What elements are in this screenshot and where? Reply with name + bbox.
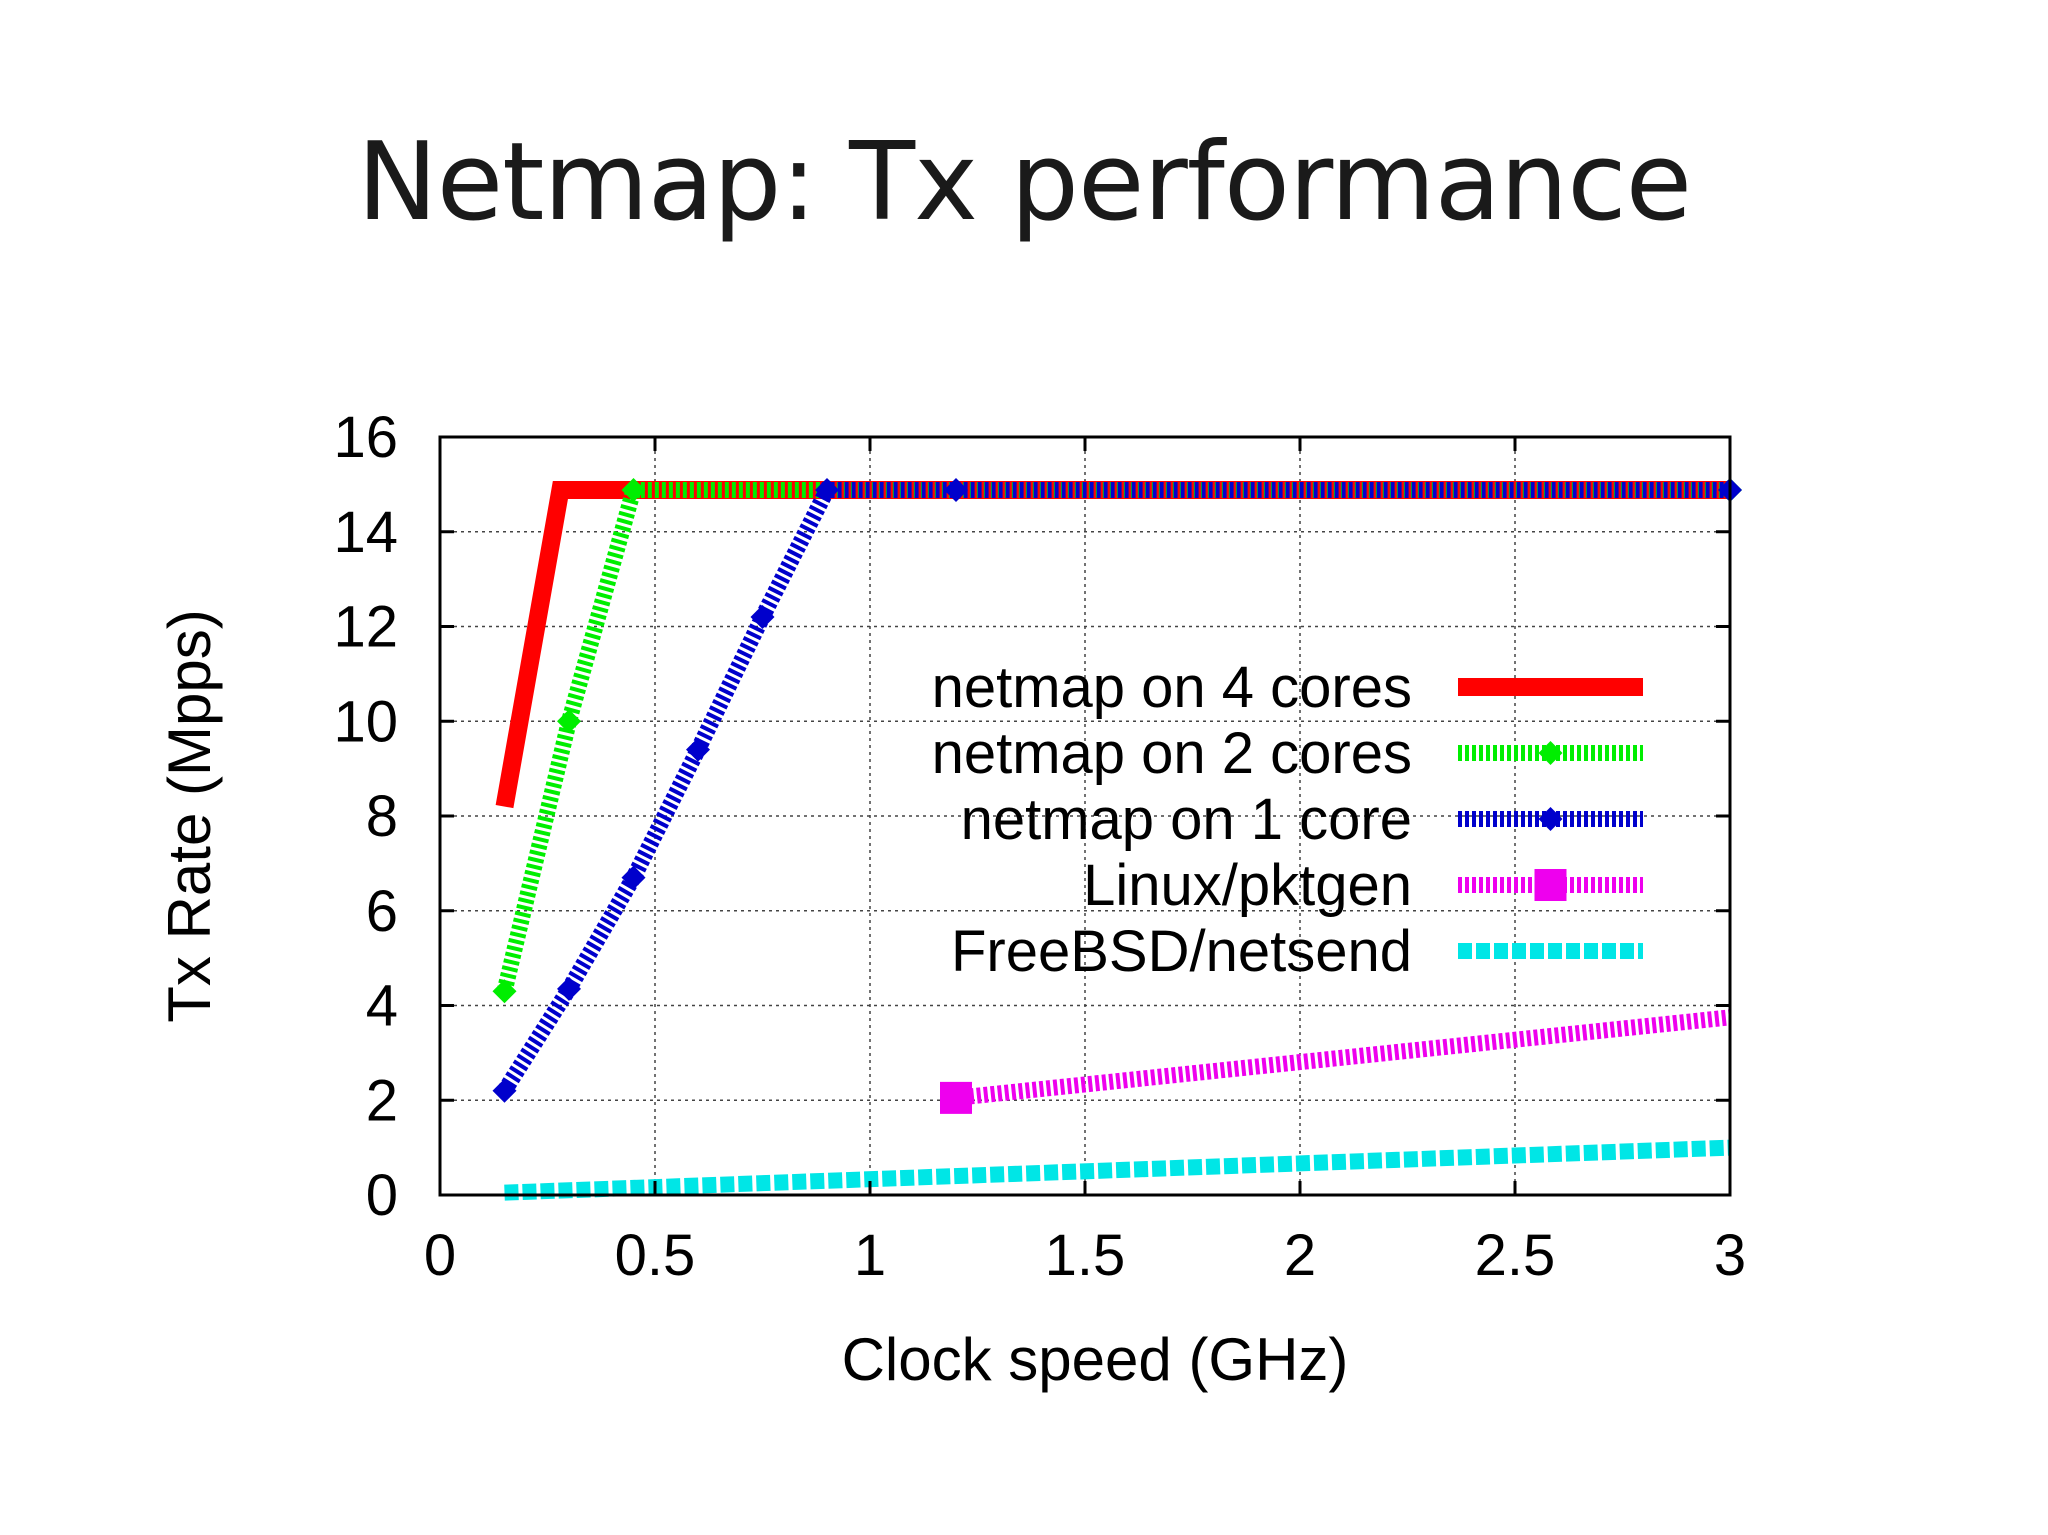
y-tick-label: 8 [366, 784, 398, 849]
series-0 [495, 481, 1730, 809]
legend-label: Linux/pktgen [1083, 853, 1412, 918]
data-point-marker [621, 865, 646, 890]
x-tick-label: 0.5 [615, 1223, 696, 1288]
series-2 [492, 478, 1742, 1103]
y-axis-title: Tx Rate (Mpps) [156, 609, 223, 1022]
series-line [955, 1009, 1731, 1106]
series-line [504, 1139, 1731, 1201]
data-point-marker [750, 605, 775, 630]
tick-labels: 0 2 4 6 8 10 12 14 16 0 0.5 1 1.5 2 2.5 3 [333, 405, 1746, 1288]
data-point-marker [492, 979, 517, 1004]
legend-label: netmap on 1 core [961, 787, 1412, 852]
data-point-marker [1538, 741, 1563, 765]
data-point-marker [557, 976, 581, 1001]
x-tick-label: 2.5 [1475, 1223, 1556, 1288]
y-tick-label: 16 [333, 405, 398, 470]
series-4 [504, 1139, 1731, 1201]
y-tick-label: 6 [366, 879, 398, 944]
legend-label: netmap on 2 cores [932, 721, 1412, 786]
series-line [497, 482, 1730, 1096]
data-point-marker [1538, 807, 1563, 831]
x-tick-label: 1.5 [1045, 1223, 1126, 1288]
legend-label: netmap on 4 cores [932, 655, 1412, 720]
grid [440, 437, 1730, 1195]
data-point-marker [940, 1081, 972, 1114]
y-tick-label: 12 [333, 595, 398, 660]
data-point-marker [815, 478, 839, 503]
y-tick-label: 10 [333, 689, 398, 754]
x-tick-label: 3 [1714, 1223, 1746, 1288]
x-axis-title: Clock speed (GHz) [842, 1326, 1349, 1393]
data-point-marker [557, 709, 581, 734]
data-point-marker [492, 1078, 517, 1103]
y-tick-label: 0 [366, 1163, 398, 1228]
y-tick-label: 4 [366, 974, 398, 1039]
x-tick-label: 0 [424, 1223, 456, 1288]
x-tick-label: 2 [1284, 1223, 1316, 1288]
data-point-marker [621, 478, 646, 503]
data-point-marker [944, 478, 968, 503]
y-tick-label: 2 [366, 1068, 398, 1133]
series-layer [492, 478, 1742, 1201]
series-line [495, 481, 1730, 809]
x-tick-label: 1 [854, 1223, 886, 1288]
y-tick-label: 14 [333, 500, 398, 565]
series-3 [940, 1009, 1731, 1114]
legend-label: FreeBSD/netsend [951, 919, 1412, 984]
slide-title: Netmap: Tx performance [356, 120, 1692, 245]
data-point-marker [1534, 869, 1567, 901]
data-point-marker [686, 737, 710, 762]
